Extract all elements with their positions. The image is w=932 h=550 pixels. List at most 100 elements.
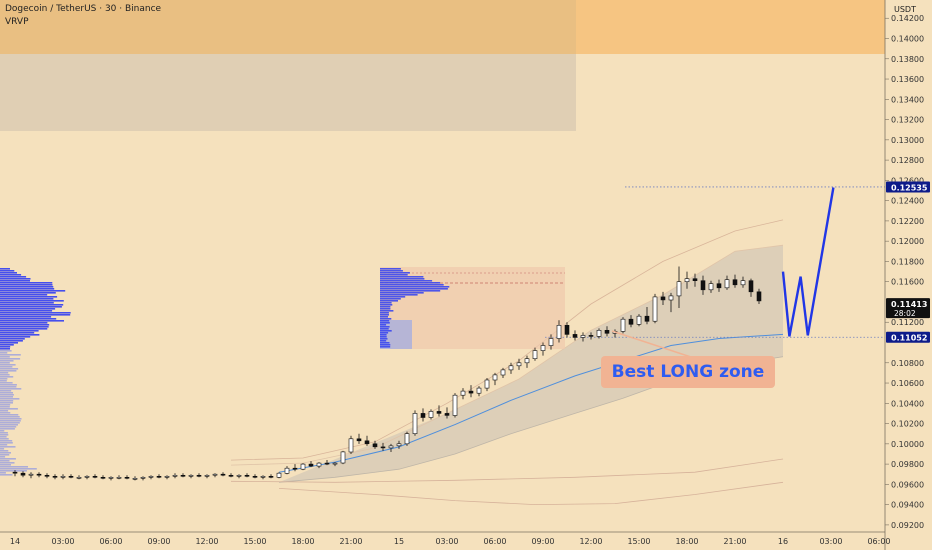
candle-body — [36, 473, 42, 476]
candle-body — [628, 318, 634, 325]
candle-body — [140, 476, 146, 479]
profile-bar — [0, 374, 10, 376]
range-profile-bar — [380, 314, 389, 316]
profile-bar — [0, 340, 23, 342]
candle-body — [228, 474, 234, 477]
profile-bar — [0, 268, 10, 270]
range-profile-bar — [380, 320, 390, 322]
price-tick-label: 0.13000 — [891, 136, 924, 145]
indicator-label[interactable]: VRVP — [5, 17, 29, 27]
callout-pointer — [611, 330, 701, 361]
candle-body — [236, 474, 242, 477]
price-tick-label: 0.12800 — [891, 156, 924, 165]
projection-path — [781, 187, 835, 337]
candle-body — [324, 462, 330, 465]
profile-bar — [0, 468, 37, 470]
lower-outer-1-line — [230, 458, 784, 483]
price-tick-label: 0.09400 — [891, 501, 924, 510]
profile-bar — [0, 424, 18, 426]
profile-bar — [0, 276, 27, 278]
range-profile-bar — [380, 274, 408, 276]
upper-inner-band-line — [230, 244, 784, 466]
range-profile-bar — [380, 294, 418, 296]
time-tick-label: 14 — [10, 537, 20, 546]
candle-body — [564, 324, 570, 335]
price-tick-label: 0.12600 — [891, 176, 924, 185]
candle-body — [260, 475, 266, 478]
volume-profile-range — [380, 268, 450, 348]
profile-bar — [0, 460, 10, 462]
profile-bar — [0, 470, 27, 472]
candle-body — [108, 476, 114, 479]
profile-bar — [0, 356, 10, 358]
range-profile-bar — [380, 276, 424, 278]
candle-body — [652, 296, 658, 322]
candle-body — [500, 369, 506, 376]
profile-bar — [0, 368, 19, 370]
range-profile-bar — [380, 342, 390, 344]
profile-bar — [0, 434, 9, 436]
candle-body — [124, 476, 130, 479]
profile-bar — [0, 284, 53, 286]
candle-body — [716, 283, 722, 289]
vwap-line — [278, 333, 784, 473]
range-profile-bar — [380, 326, 390, 328]
profile-bar — [0, 288, 55, 290]
range-profile-bar — [380, 300, 398, 302]
candle-body — [596, 329, 602, 337]
projection-layer — [781, 187, 835, 337]
profile-bar — [0, 388, 22, 390]
profile-bar — [0, 310, 53, 312]
profile-bar — [0, 396, 13, 398]
price-tick-label: 0.12000 — [891, 237, 924, 246]
candle-body — [508, 365, 514, 371]
profile-bar — [0, 350, 12, 352]
profile-bar — [0, 444, 8, 446]
candle-body — [52, 475, 58, 478]
candle-body — [308, 463, 314, 467]
time-tick-label: 18:00 — [675, 537, 698, 546]
range-profile-bar — [380, 312, 389, 314]
candle-body — [556, 324, 562, 339]
profile-bar — [0, 296, 58, 298]
candle-body — [532, 350, 538, 360]
profile-bar — [0, 446, 16, 448]
candle-body — [492, 374, 498, 381]
price-tick-label: 0.10000 — [891, 440, 924, 449]
profile-bar — [0, 420, 21, 422]
candle-body — [676, 281, 682, 297]
levels-layer — [545, 186, 885, 338]
range-profile-bar — [380, 328, 389, 330]
range-profile-bar — [380, 344, 391, 346]
symbol-title[interactable]: Dogecoin / TetherUS · 30 · Binance — [5, 4, 162, 14]
profile-bar — [0, 458, 16, 460]
candle-body — [132, 477, 138, 480]
candle-body — [380, 446, 386, 449]
candle-body — [188, 474, 194, 477]
profile-bar — [0, 428, 15, 430]
lower-outer-2-line — [278, 481, 784, 506]
profile-bar — [0, 308, 56, 310]
profile-bar — [0, 326, 49, 328]
candle-body — [604, 329, 610, 334]
best-long-zone-callout[interactable]: Best LONG zone — [601, 356, 775, 388]
range-profile-bar — [380, 286, 450, 288]
candle-body — [212, 473, 218, 476]
current-price-badge-text: 0.11413 — [891, 300, 927, 309]
profile-bar — [0, 438, 9, 440]
candle-body — [92, 475, 98, 478]
currency-label: USDT — [894, 5, 916, 14]
profile-bar — [0, 386, 17, 388]
range-profile-bar — [380, 288, 448, 290]
candle-body — [300, 463, 306, 470]
candle-body — [60, 475, 66, 478]
candle-body — [204, 474, 210, 477]
profile-bar — [0, 348, 10, 350]
candle-body — [756, 291, 762, 302]
profile-bar — [0, 390, 12, 392]
range-profile-bar — [380, 292, 424, 294]
candle-body — [28, 473, 34, 476]
candle-body — [420, 413, 426, 418]
price-tick-label: 0.13600 — [891, 75, 924, 84]
